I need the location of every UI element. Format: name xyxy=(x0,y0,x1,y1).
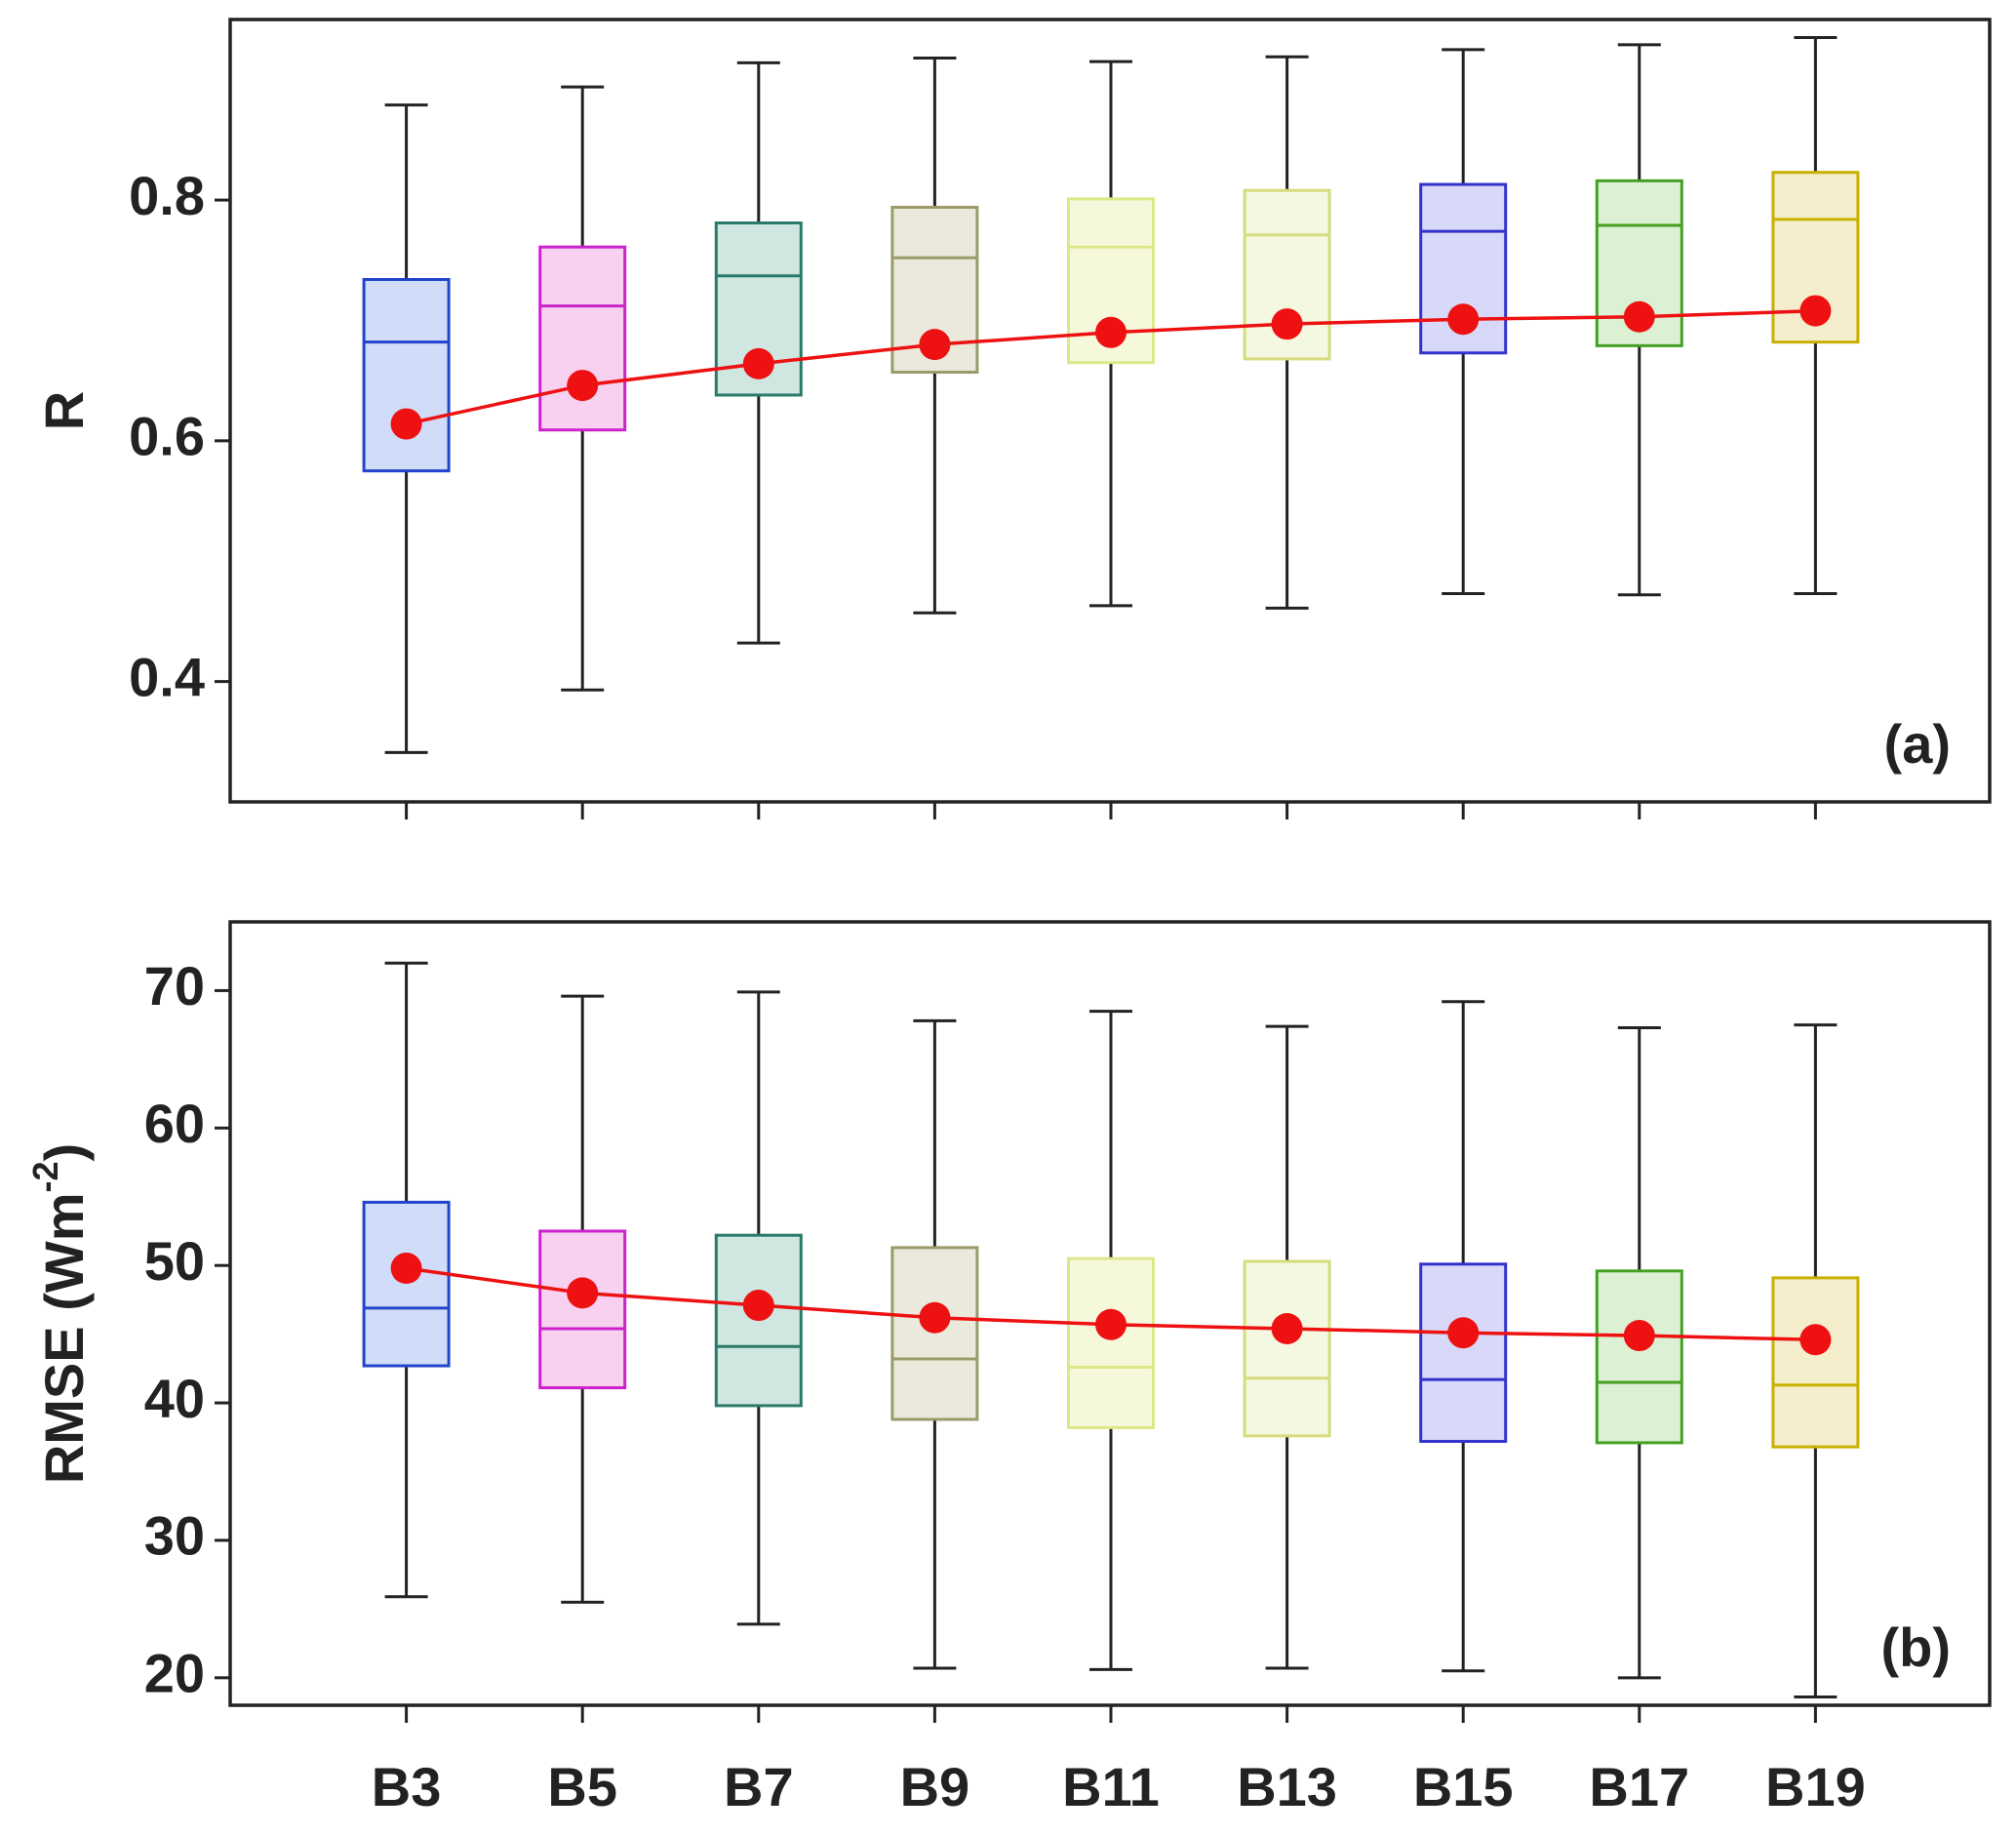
mean-marker xyxy=(1799,1324,1832,1356)
y-tick-label: 0.6 xyxy=(129,406,205,467)
plot-frame xyxy=(228,920,1992,1707)
mean-marker xyxy=(1271,1312,1303,1344)
mean-marker xyxy=(919,329,951,361)
plot-frame xyxy=(228,18,1992,804)
x-tick-label: B15 xyxy=(1413,1756,1514,1817)
x-tick-label: B19 xyxy=(1765,1756,1866,1817)
y-tick-label: 50 xyxy=(144,1230,205,1292)
panel-label: (b) xyxy=(1880,1616,1951,1678)
mean-marker xyxy=(567,370,599,402)
mean-marker xyxy=(742,347,774,379)
box xyxy=(538,1229,627,1390)
mean-marker xyxy=(1623,300,1655,333)
box xyxy=(1067,1257,1155,1429)
y-axis-label-part: -2 xyxy=(25,1161,65,1192)
box xyxy=(1771,1276,1860,1449)
box xyxy=(362,278,451,473)
x-tick-label: B3 xyxy=(372,1756,442,1817)
y-tick-label: 30 xyxy=(144,1505,205,1567)
mean-marker xyxy=(1271,308,1303,340)
x-tick-label: B13 xyxy=(1237,1756,1337,1817)
mean-marker xyxy=(1623,1320,1655,1352)
x-tick-label: B17 xyxy=(1589,1756,1689,1817)
y-axis-label: R xyxy=(33,391,95,430)
box xyxy=(890,1246,979,1421)
mean-marker xyxy=(919,1301,951,1334)
x-tick-label: B7 xyxy=(724,1756,794,1817)
box xyxy=(1067,197,1155,365)
panel-label: (a) xyxy=(1884,713,1951,775)
y-tick-label: 20 xyxy=(144,1643,205,1704)
mean-marker xyxy=(1095,316,1127,348)
mean-marker xyxy=(567,1277,599,1309)
mean-marker xyxy=(1447,303,1480,336)
y-tick-label: 70 xyxy=(144,955,205,1017)
y-tick-label: 60 xyxy=(144,1093,205,1154)
mean-marker xyxy=(1799,295,1832,327)
box xyxy=(1243,1259,1331,1438)
box xyxy=(1419,1262,1508,1444)
mean-marker xyxy=(1447,1317,1480,1349)
y-axis-label-part: RMSE (Wm xyxy=(33,1193,95,1485)
box xyxy=(538,245,627,432)
box xyxy=(362,1200,451,1368)
y-axis-label: RMSE (Wm-2) xyxy=(25,1143,95,1484)
mean-marker xyxy=(390,408,422,440)
y-tick-label: 40 xyxy=(144,1368,205,1429)
y-tick-label: 0.8 xyxy=(129,165,205,226)
x-tick-label: B9 xyxy=(900,1756,970,1817)
mean-marker xyxy=(390,1253,422,1285)
box xyxy=(1595,1269,1683,1445)
x-tick-label: B11 xyxy=(1062,1756,1160,1817)
mean-marker xyxy=(1095,1308,1127,1340)
x-tick-label: B5 xyxy=(547,1756,617,1817)
mean-marker xyxy=(742,1290,774,1322)
y-axis-label-part: ) xyxy=(33,1143,95,1162)
y-tick-label: 0.4 xyxy=(129,646,205,707)
y-axis-label-part: R xyxy=(33,391,95,430)
